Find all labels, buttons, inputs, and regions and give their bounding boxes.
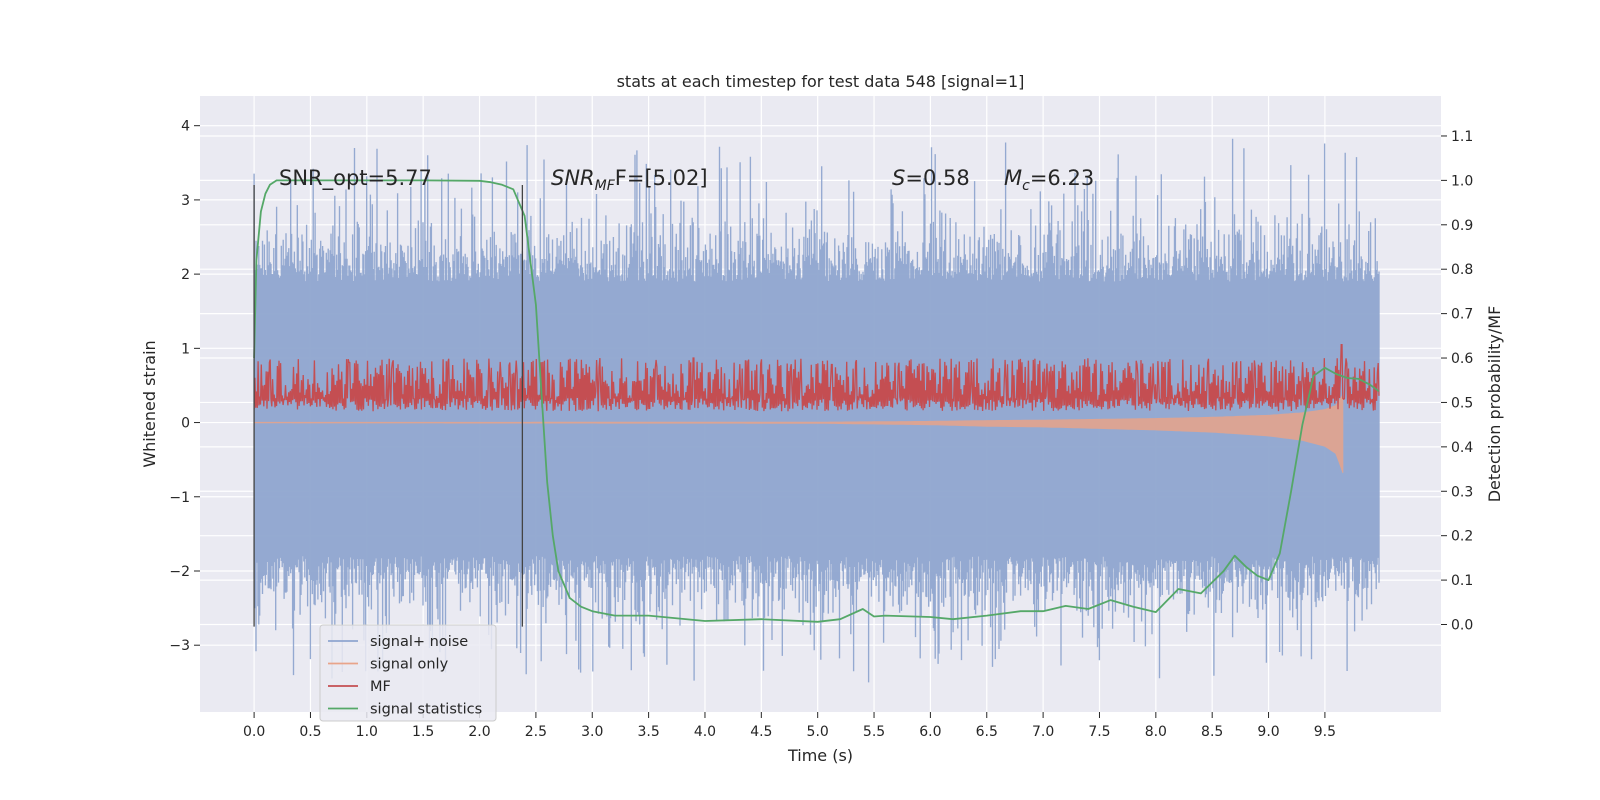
x-tick-label: 0.0 bbox=[243, 724, 265, 740]
legend: signal+ noise signal only MF signal statist… bbox=[319, 624, 497, 722]
x-tick-label: 9.0 bbox=[1257, 724, 1279, 740]
legend-items: signal+ noise signal only MF signal statist… bbox=[328, 634, 482, 718]
series-signal-only bbox=[253, 393, 1344, 474]
legend-label: MF bbox=[370, 679, 391, 695]
annotation-snr-mf: SNRMFF=[5.02] bbox=[551, 166, 708, 194]
x-tick-label: 4.0 bbox=[694, 724, 716, 740]
x-tick-label: 2.5 bbox=[525, 724, 547, 740]
annotation-s: S=0.58 bbox=[892, 166, 970, 190]
y-tick-label: −2 bbox=[169, 564, 190, 580]
y-tick-label: 3 bbox=[181, 193, 190, 209]
x-tick-label: 8.5 bbox=[1201, 724, 1223, 740]
x-tick-label: 3.5 bbox=[637, 724, 659, 740]
x-axis-ticks: 0.0 0.5 1.0 1.5 2.0 2.5 3.0 3.5 4.0 4.5 5.0 5.5 6.0 6… bbox=[243, 712, 1336, 740]
annotation-mc-sub: c bbox=[1022, 178, 1030, 194]
annotation-s-var: S bbox=[892, 166, 905, 190]
x-tick-label: 5.0 bbox=[807, 724, 829, 740]
series-signal-statistics bbox=[253, 179, 1380, 623]
y2-tick-label: 0.2 bbox=[1451, 529, 1473, 545]
x-tick-label: 8.0 bbox=[1145, 724, 1167, 740]
y2-tick-label: 1.0 bbox=[1451, 173, 1473, 189]
legend-label: signal+ noise bbox=[370, 634, 468, 650]
x-tick-label: 9.5 bbox=[1314, 724, 1336, 740]
y2-tick-label: 0.7 bbox=[1451, 307, 1473, 323]
y2-tick-label: 0.8 bbox=[1451, 262, 1473, 278]
x-tick-label: 4.5 bbox=[750, 724, 772, 740]
y2-tick-label: 0.4 bbox=[1451, 440, 1473, 456]
y2-tick-label: 0.5 bbox=[1451, 395, 1473, 411]
x-tick-label: 6.5 bbox=[976, 724, 998, 740]
x-tick-label: 1.5 bbox=[412, 724, 434, 740]
y2-tick-label: 0.9 bbox=[1451, 218, 1473, 234]
annotation-s-rest: =0.58 bbox=[905, 166, 969, 190]
x-tick-label: 5.5 bbox=[863, 724, 885, 740]
y-tick-label: 4 bbox=[181, 119, 190, 135]
vertical-markers bbox=[253, 185, 524, 627]
annotation-snr-mf-rest: F=[5.02] bbox=[615, 166, 708, 190]
x-tick-label: 3.0 bbox=[581, 724, 603, 740]
x-tick-label: 2.0 bbox=[468, 724, 490, 740]
x-tick-label: 0.5 bbox=[299, 724, 321, 740]
y-tick-label: 1 bbox=[181, 341, 190, 357]
y-axis-title: Whitened strain bbox=[140, 340, 159, 467]
annotation-snr-mf-sub: MF bbox=[595, 178, 616, 194]
y-tick-label: 0 bbox=[181, 416, 190, 432]
series-mf bbox=[253, 344, 1380, 412]
annotation-mc-rest: =6.23 bbox=[1030, 166, 1094, 190]
y2-tick-label: 0.3 bbox=[1451, 484, 1473, 500]
y-tick-label: −3 bbox=[169, 638, 190, 654]
annotation-snr-opt: SNR_opt=5.77 bbox=[279, 166, 432, 191]
y-tick-label: 2 bbox=[181, 267, 190, 283]
legend-box bbox=[319, 624, 497, 722]
x-tick-label: 7.0 bbox=[1032, 724, 1054, 740]
x-tick-label: 6.0 bbox=[919, 724, 941, 740]
y2-tick-label: 0.1 bbox=[1451, 573, 1473, 589]
y2-axis-ticks: 1.1 1.0 0.9 0.8 0.7 0.6 0.5 0.4 0.3 0.2 0.1 0.0 bbox=[1441, 129, 1473, 634]
y-tick-label: −1 bbox=[169, 490, 190, 506]
x-tick-label: 7.5 bbox=[1088, 724, 1110, 740]
y2-tick-label: 0.0 bbox=[1451, 618, 1473, 634]
y2-axis-title: Detection probability/MF bbox=[1485, 306, 1504, 503]
series-layer bbox=[253, 138, 1380, 683]
annotation-snr-mf-base: SNR bbox=[551, 166, 595, 190]
x-axis-title: Time (s) bbox=[787, 746, 853, 765]
legend-label: signal only bbox=[370, 657, 449, 673]
legend-label: signal statistics bbox=[370, 702, 482, 718]
chart-title: stats at each timestep for test data 548… bbox=[617, 72, 1025, 91]
x-tick-label: 1.0 bbox=[356, 724, 378, 740]
annotation-mc: Mc=6.23 bbox=[1004, 166, 1094, 194]
annotation-mc-var: M bbox=[1004, 166, 1022, 190]
y-axis-ticks: 4 3 2 1 0 −1 −2 −3 bbox=[169, 119, 200, 654]
y2-tick-label: 1.1 bbox=[1451, 129, 1473, 145]
y2-tick-label: 0.6 bbox=[1451, 351, 1473, 367]
